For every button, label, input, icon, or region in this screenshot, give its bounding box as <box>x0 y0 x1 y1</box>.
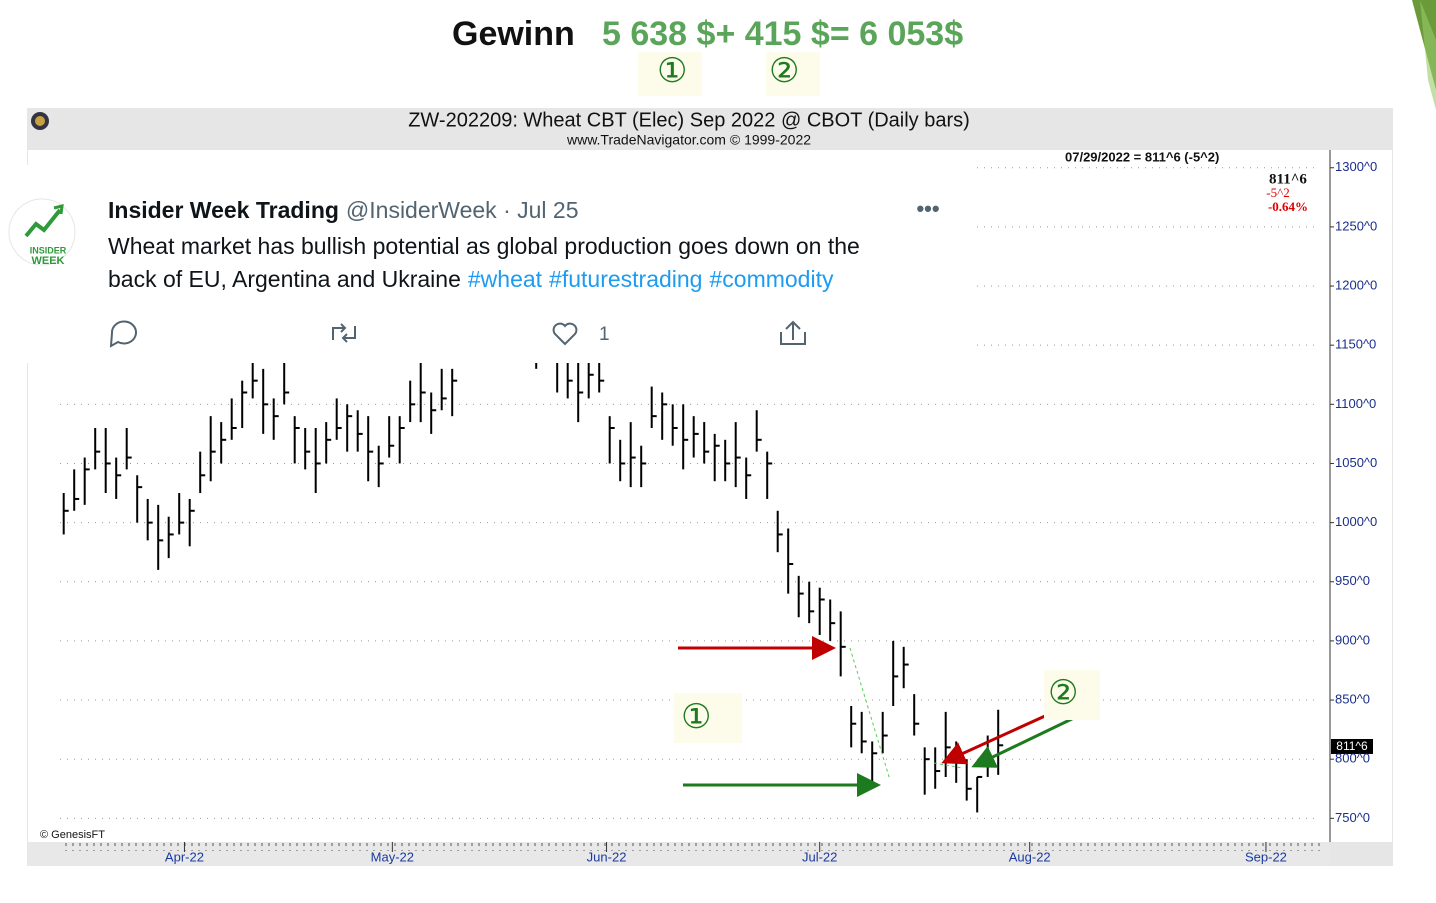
trade-line <box>933 762 963 769</box>
y-tick-label: 1200^0 <box>1335 277 1377 292</box>
arrow <box>941 714 1046 765</box>
avatar-icon <box>24 208 62 238</box>
y-tick-label: 800^0 <box>1335 751 1370 766</box>
y-tick-label: 1000^0 <box>1335 514 1377 529</box>
x-tick-label: Jul-22 <box>802 849 837 864</box>
headline-formula: 5 638 $+ 415 $= 6 053$ <box>602 15 963 53</box>
change: -5^2 <box>1266 185 1289 200</box>
hashtag[interactable]: #commodity <box>709 266 833 292</box>
x-tick-label: Aug-22 <box>1009 849 1051 864</box>
last-quote: 07/29/2022 = 811^6 (-5^2) <box>1065 149 1219 164</box>
more-icon[interactable]: ••• <box>916 196 939 221</box>
tweet-card <box>0 165 975 363</box>
trade-line <box>849 647 891 781</box>
marker-bg <box>766 52 820 96</box>
change-percent: -0.64% <box>1268 199 1308 214</box>
hashtag[interactable]: #wheat <box>468 266 543 292</box>
corner-decoration <box>1420 0 1436 110</box>
retweet-icon[interactable] <box>332 323 356 343</box>
tweet-text: Wheat market has bullish potential as gl… <box>108 233 860 259</box>
price-tag: 811^6 <box>1336 739 1368 753</box>
price-tag-bg <box>1331 739 1373 754</box>
tweet-name[interactable]: Insider Week Trading <box>108 197 339 223</box>
x-tick-label: May-22 <box>371 849 414 864</box>
avatar-text: INSIDER <box>30 245 67 255</box>
headline-marker: ② <box>769 52 799 90</box>
last-price: 811^6 <box>1269 171 1307 187</box>
x-tick-label: Jun-22 <box>587 849 627 864</box>
chart-marker: ② <box>1048 674 1078 712</box>
tweet: INSIDER WEEK Insider Week Trading @Insid… <box>0 165 975 363</box>
tweet-avatar <box>8 198 76 266</box>
arrow <box>971 714 1079 768</box>
headline-marker: ① <box>657 52 687 90</box>
y-tick-label: 750^0 <box>1335 810 1370 825</box>
x-tick-label: Apr-22 <box>165 849 204 864</box>
minor-ticks <box>60 843 1320 851</box>
marker-bg <box>638 52 702 96</box>
headline-label: Gewinn <box>452 15 575 53</box>
tweet-text: back of EU, Argentina and Ukraine <box>108 266 461 292</box>
y-axis-area <box>1330 150 1392 842</box>
y-tick-label: 850^0 <box>1335 691 1370 706</box>
quote-bg <box>972 150 1262 166</box>
reply-icon[interactable] <box>109 320 137 348</box>
chart-marker: ① <box>681 698 711 736</box>
marker-bg <box>1044 670 1100 720</box>
hashtag[interactable]: #futurestrading <box>549 266 702 292</box>
avatar-text: WEEK <box>32 255 65 267</box>
x-tick-label: Sep-22 <box>1245 849 1287 864</box>
y-tick-label: 1300^0 <box>1335 159 1377 174</box>
y-tick-label: 1050^0 <box>1335 455 1377 470</box>
y-tick-label: 1100^0 <box>1335 396 1376 411</box>
tweet-hashtags: #wheat #futurestrading #commodity <box>468 266 834 292</box>
logo <box>35 116 45 126</box>
y-tick-label: 1250^0 <box>1335 218 1377 233</box>
y-tick-label: 950^0 <box>1335 573 1370 588</box>
chart-title: ZW-202209: Wheat CBT (Elec) Sep 2022 @ C… <box>408 109 970 131</box>
chart-subtitle: www.TradeNavigator.com © 1999-2022 <box>566 132 811 148</box>
marker-bg <box>674 693 742 743</box>
share-icon[interactable] <box>780 320 806 345</box>
like-icon[interactable] <box>552 322 578 346</box>
y-tick-label: 900^0 <box>1335 632 1370 647</box>
tweet-handle[interactable]: @InsiderWeek · Jul 25 <box>346 197 579 223</box>
y-tick-label: 1150^0 <box>1335 337 1376 352</box>
like-count: 1 <box>599 324 610 345</box>
source: © GenesisFT <box>40 829 105 841</box>
avatar-icon <box>53 204 64 215</box>
